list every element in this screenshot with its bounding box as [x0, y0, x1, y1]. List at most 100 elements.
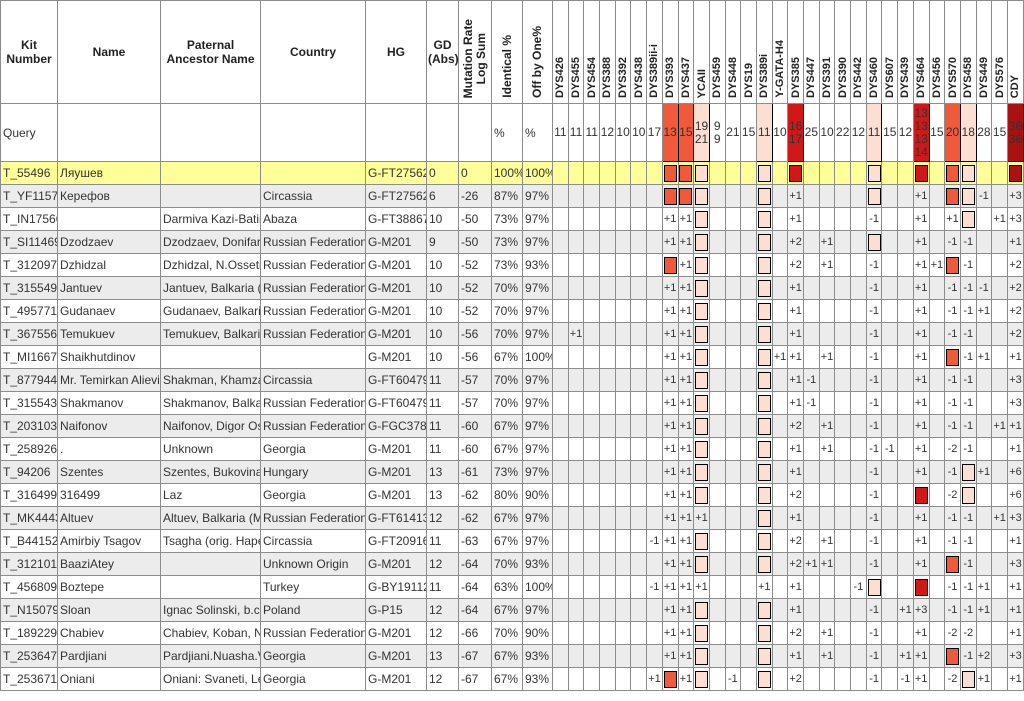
cell-marker-value: [630, 575, 648, 599]
cell-marker-value: [771, 460, 789, 484]
cell-mutation-rate-log-sum: -64: [458, 575, 492, 599]
cell-marker-value: -2: [944, 667, 961, 691]
cell-identical-pct: 67%: [491, 644, 523, 668]
cell-marker-value: +1: [787, 437, 804, 461]
cell-marker-value: 13 13 13 14: [912, 103, 930, 162]
table-row-T_316499[interactable]: T_316499 316499 Laz Georgia G-M201 13 -62 80% 90…: [0, 483, 1024, 507]
table-row-T_258926[interactable]: T_258926. Unknown Georgia G-M201 11 -60 67% 97%…: [0, 437, 1024, 461]
cell-marker-value: [944, 552, 961, 576]
mutation-heat-box: [695, 256, 709, 274]
cell-marker-value: [755, 644, 773, 668]
cell-kit-number: T_315549: [0, 276, 58, 300]
cell-off-by-one-pct: 93%: [522, 644, 553, 668]
cell-marker-value: [583, 598, 601, 622]
cell-marker-value: [897, 322, 914, 346]
cell-marker-value: [771, 506, 789, 530]
cell-hg: G-M201: [365, 552, 427, 576]
marker-header-label: DYS448: [726, 57, 739, 98]
cell-marker-value: [567, 253, 585, 277]
cell-marker-value: [599, 621, 616, 645]
cell-marker-value: [583, 161, 601, 185]
mutation-heat-box: [695, 394, 709, 412]
cell-marker-value: [755, 483, 773, 507]
cell-marker-value: [630, 460, 648, 484]
cell-marker-value: [740, 391, 757, 415]
column-header-label: Identical %: [499, 35, 514, 98]
cell-marker-value: +1: [787, 299, 804, 323]
cell-marker-value: [834, 598, 852, 622]
cell-marker-value: +1: [787, 368, 804, 392]
cell-marker-value: [583, 299, 601, 323]
mutation-heat-box: [961, 670, 975, 688]
cell-marker-value: +1: [771, 345, 789, 369]
cell-marker-value: -1: [865, 644, 883, 668]
table-row-T_YF115748[interactable]: T_YF115748Керефов CircassiaG-FT2756236-26…: [0, 184, 1024, 208]
cell-marker-value: [755, 253, 773, 277]
cell-marker-value: -1: [975, 276, 993, 300]
cell-marker-value: +1: [1006, 437, 1024, 461]
cell-kit-number: T_94206: [0, 460, 58, 484]
column-header-label: Off by One%: [530, 25, 544, 98]
cell-marker-value: [583, 644, 601, 668]
cell-marker-value: [614, 184, 632, 208]
cell-gd-abs: 11: [426, 437, 459, 461]
mutation-heat-box: [757, 256, 771, 274]
cell-marker-value: +1: [661, 299, 679, 323]
cell-marker-value: [834, 414, 852, 438]
cell-marker-value: [975, 230, 993, 254]
table-row-T_253647[interactable]: T_253647PardjianiPardjiani.Nuasha.Vil...…: [0, 644, 1024, 668]
cell-marker-value: +1: [661, 207, 679, 231]
cell-hg: G-M201: [365, 437, 427, 461]
cell-marker-value: 12: [599, 103, 616, 162]
table-row-T_IN17566[interactable]: T_IN17566 Darmiva Kazi-Batir, ...AbazaG-F…: [0, 207, 1024, 231]
cell-hg: G-M201: [365, 230, 427, 254]
cell-marker-value: [818, 368, 836, 392]
cell-marker-value: -2: [944, 483, 961, 507]
cell-marker-value: -1: [865, 667, 883, 691]
table-row-T_94206[interactable]: T_94206 Szentes Szentes, Bukovina Hungary G-…: [0, 460, 1024, 484]
cell-marker-value: [897, 391, 914, 415]
table-row-T_312097[interactable]: T_312097 Dzhidzal Dzhidzal, N.Ossetia Russi…: [0, 253, 1024, 277]
cell-paternal-ancestor-name: [160, 161, 261, 185]
table-row-T_312101[interactable]: T_312101 BaaziAtey Unknown Origin G-M201 12-…: [0, 552, 1024, 576]
cell-marker-value: [803, 575, 820, 599]
cell-marker-value: [991, 460, 1008, 484]
cell-identical-pct: 73%: [491, 253, 523, 277]
marker-header-label: DYS455: [570, 57, 583, 98]
cell-marker-value: +1: [787, 644, 804, 668]
table-row-T_MI16676[interactable]: T_MI16676Shaikhutdinov G-M20110-5667%100%…: [0, 345, 1024, 369]
cell-marker-value: [834, 368, 852, 392]
cell-country: Russian Federation: [260, 414, 366, 438]
cell-marker-value: 12: [897, 103, 914, 162]
cell-hg: G-FT60479: [365, 391, 427, 415]
column-header-marker-dys464: DYS464: [912, 0, 930, 104]
table-row-T_MK44435[interactable]: T_MK44435AltuevAltuev, Balkaria (Ma...Ru…: [0, 506, 1024, 530]
cell-marker-value: 10: [771, 103, 789, 162]
cell-marker-value: [614, 276, 632, 300]
cell-marker-value: -1: [944, 575, 961, 599]
cell-marker-value: -1: [944, 276, 961, 300]
cell-marker-value: -1: [959, 345, 977, 369]
cell-country: Russian Federation: [260, 299, 366, 323]
cell-identical-pct: 73%: [491, 230, 523, 254]
cell-name: Керефов: [57, 184, 161, 208]
cell-paternal-ancestor-name: Naifonov, Digor Oss...: [160, 414, 261, 438]
mutation-heat-box: [757, 555, 771, 573]
cell-marker-value: [646, 322, 663, 346]
marker-header-label: DYS437: [679, 57, 692, 98]
cell-marker-value: [944, 644, 961, 668]
